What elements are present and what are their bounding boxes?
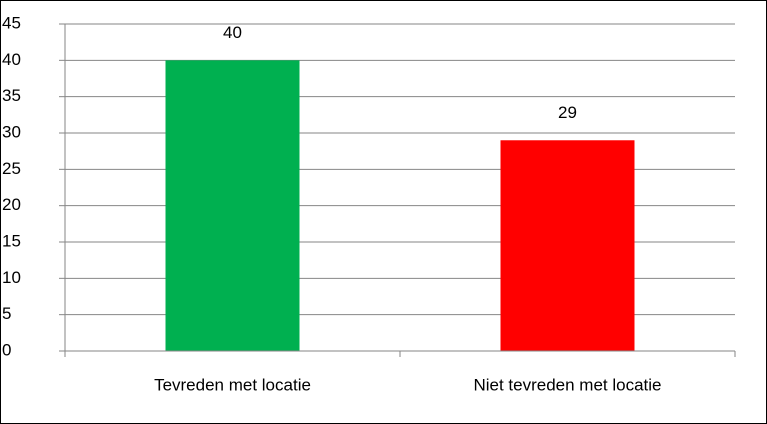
x-tick-label: Niet tevreden met locatie [473,375,661,394]
y-tick-label: 5 [2,304,11,323]
bar [500,140,635,351]
data-label: 29 [558,103,577,122]
y-tick-label: 20 [2,195,21,214]
y-tick-label: 40 [2,50,21,69]
y-tick-label: 45 [2,13,21,32]
y-tick-label: 35 [2,86,21,105]
y-tick-label: 30 [2,122,21,141]
y-tick-label: 25 [2,159,21,178]
y-tick-label: 10 [2,268,21,287]
x-tick-label: Tevreden met locatie [154,375,311,394]
bar [165,60,300,351]
y-tick-label: 15 [2,231,21,250]
data-label: 40 [223,23,242,42]
y-tick-label: 0 [2,340,11,359]
